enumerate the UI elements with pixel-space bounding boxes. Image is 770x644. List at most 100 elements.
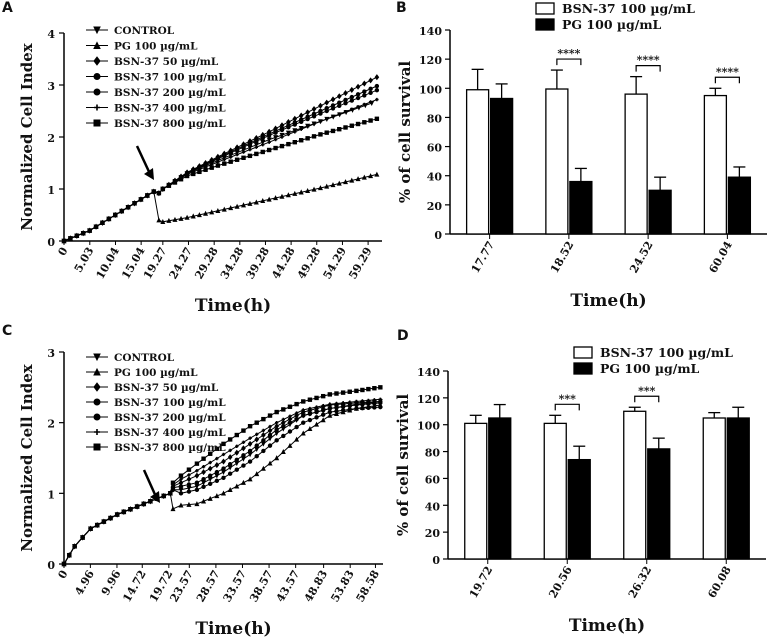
panel-a-series-point	[286, 123, 291, 128]
panel-a-series-point	[254, 145, 259, 149]
panel-a-series-point	[362, 102, 367, 107]
panel-c-series-point	[247, 424, 253, 429]
panel-a-series-point	[261, 142, 265, 147]
panel-c-series-point	[334, 391, 339, 396]
panel-c-series-point	[248, 436, 252, 440]
panel-a-series-point	[138, 197, 144, 202]
panel-c-series-point	[372, 401, 377, 406]
panel-c-series-point	[340, 404, 346, 409]
panel-c-series-point	[186, 501, 192, 507]
panel-c-series-point	[314, 405, 319, 409]
panel-c-series-point	[186, 467, 192, 472]
panel-c-series-point	[267, 427, 273, 434]
panel-c-series-point	[354, 406, 359, 411]
panel-c-series-point	[194, 487, 200, 492]
panel-c-series-point	[378, 400, 383, 406]
panel-a-series-point	[166, 217, 172, 223]
panel-a-series-point	[343, 125, 348, 130]
panel-a-x-tick-label: 0	[56, 245, 71, 258]
panel-b-significance-label: ****	[637, 54, 660, 67]
panel-c-series-point	[307, 397, 313, 402]
panel-b-significance-label: ****	[716, 65, 739, 78]
panel-a-series-point	[311, 186, 317, 192]
panel-c-legend-label: BSN-37 800 µg/mL	[114, 442, 226, 454]
panel-c-series-point	[170, 480, 176, 485]
panel-c-series-point	[281, 433, 286, 439]
panel-a-series-point	[100, 220, 105, 226]
panel-a-series-point	[191, 171, 196, 177]
panel-a-series-point	[241, 150, 246, 154]
panel-b-significance-label: ****	[557, 47, 580, 60]
panel-a-series-point	[61, 238, 67, 244]
panel-a-series-point	[368, 90, 373, 96]
panel-c-series-point	[208, 460, 212, 465]
panel-c-series-point	[372, 386, 377, 391]
panel-b-legend-label: PG 100 µg/mL	[562, 17, 662, 32]
panel-c-series-point	[208, 473, 213, 478]
panel-a-series-point	[266, 196, 272, 202]
panel-d-legend-swatch	[573, 346, 593, 359]
panel-c-series-point	[301, 420, 306, 425]
panel-a-series-point	[355, 83, 361, 90]
panel-d-legend-label: PG 100 µg/mL	[600, 361, 700, 376]
panel-c-series-point	[128, 507, 133, 512]
panel-a-series-point	[125, 205, 131, 210]
panel-a-series-point	[299, 127, 303, 131]
panel-c-x-tick-label: 53.83	[328, 568, 356, 604]
panel-c-series-point	[234, 449, 240, 456]
panel-c-series-point	[340, 408, 346, 413]
panel-c-series-point	[114, 512, 120, 517]
panel-c-series-point	[287, 404, 293, 409]
panel-d-x-tick-label: 26.32	[626, 564, 654, 600]
panel-c-series-point	[186, 485, 192, 491]
panel-c-x-tick-label: 48.83	[302, 568, 330, 604]
panel-c-series-point	[88, 526, 93, 531]
panel-c-series-point	[201, 464, 206, 469]
panel-a-legend-marker	[93, 88, 101, 96]
panel-c-series-point	[241, 440, 246, 444]
panel-c-series-point	[300, 430, 306, 436]
panel-c-series-line	[63, 398, 381, 565]
panel-c-series-point	[241, 463, 246, 468]
panel-c-series-point	[301, 408, 305, 412]
panel-a-series-point	[209, 209, 215, 215]
panel-a-series-point	[234, 157, 240, 162]
panel-a-y-tick-label: 0	[47, 236, 55, 249]
panel-a-series-point	[279, 143, 285, 149]
panel-c-series-point	[234, 467, 239, 472]
panel-c-legend-label: BSN-37 200 µg/mL	[114, 412, 226, 424]
panel-a-series-point	[215, 155, 221, 161]
panel-d-legend-label: BSN-37 100 µg/mL	[600, 345, 733, 360]
panel-a-series-point	[368, 86, 373, 92]
panel-a-series-point	[286, 132, 291, 137]
panel-a-series-point	[151, 189, 156, 194]
panel-a-series-point	[324, 183, 330, 189]
panel-c-series-point	[168, 491, 173, 496]
panel-c-series-point	[307, 426, 313, 432]
panel-a-series-point	[216, 160, 220, 164]
panel-c-series-point	[301, 399, 306, 404]
panel-c-series-point	[247, 448, 253, 454]
panel-a-series-point	[343, 179, 349, 185]
panel-c-series-point	[341, 401, 345, 405]
panel-c-series-point	[307, 417, 313, 423]
panel-c-series-point	[360, 399, 365, 403]
panel-a-series-point	[362, 89, 367, 94]
panel-b-y-axis-label: % of cell survival	[396, 61, 414, 204]
panel-d-bar	[464, 422, 488, 560]
panel-a-series-point	[356, 105, 360, 109]
panel-c-series-point	[280, 448, 286, 455]
panel-a-series-point	[337, 127, 342, 132]
panel-c-series-point	[234, 457, 239, 462]
panel-a-series-point	[324, 99, 330, 106]
panel-b-y-tick-label: 20	[427, 200, 443, 213]
panel-b-x-axis-label: Time(h)	[570, 291, 646, 311]
panel-c-series-point	[187, 473, 191, 477]
panel-c-series-point	[320, 412, 326, 417]
panel-a-series-point	[355, 92, 361, 97]
panel-c-series-point	[360, 402, 365, 407]
panel-c-series-point	[254, 454, 259, 459]
panel-c-series-point	[227, 486, 233, 492]
panel-c-series-point	[254, 443, 259, 448]
panel-c-series-point	[201, 456, 206, 461]
